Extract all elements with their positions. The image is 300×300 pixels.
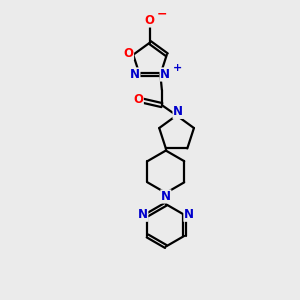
- Text: O: O: [144, 14, 154, 27]
- Text: +: +: [173, 63, 182, 73]
- Text: O: O: [133, 93, 143, 106]
- Text: N: N: [173, 105, 183, 119]
- Text: N: N: [130, 68, 140, 81]
- Text: N: N: [161, 190, 171, 203]
- Text: −: −: [157, 8, 167, 21]
- Text: N: N: [138, 208, 148, 221]
- Text: N: N: [160, 68, 170, 81]
- Text: N: N: [184, 208, 194, 221]
- Text: O: O: [124, 47, 134, 60]
